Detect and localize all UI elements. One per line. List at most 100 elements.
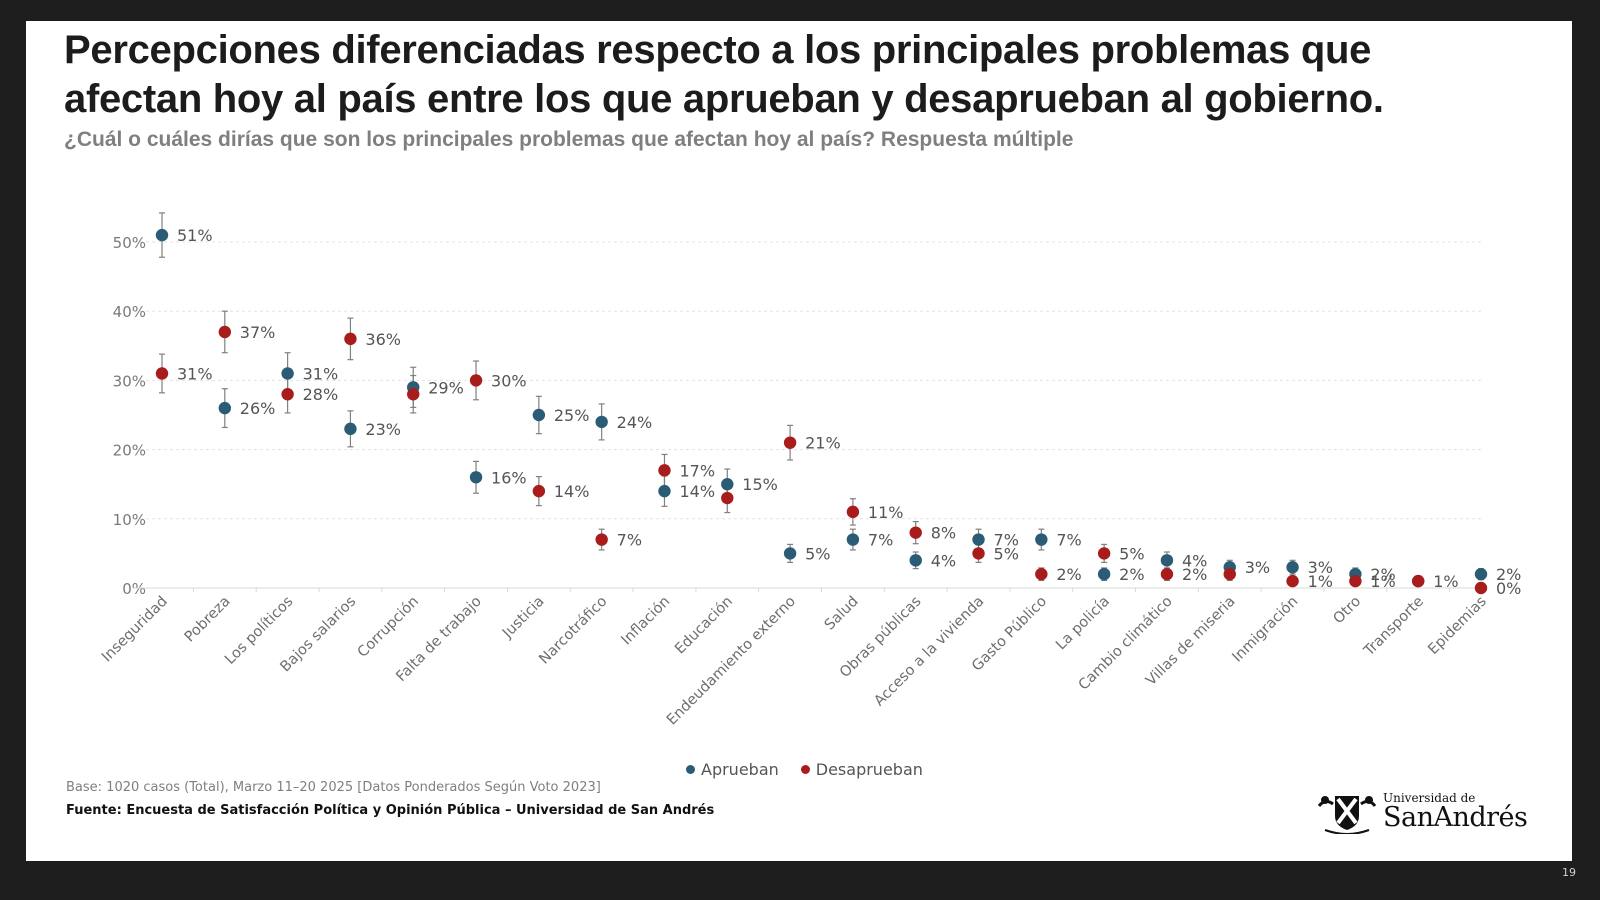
point-aprueban	[469, 471, 483, 484]
data-label-desaprueban: 36%	[365, 330, 401, 349]
x-tick-label: Justicia	[499, 594, 548, 643]
x-tick-label: Inseguridad	[99, 594, 171, 666]
data-label-aprueban: 15%	[742, 475, 778, 494]
data-label-aprueban: 7%	[868, 531, 893, 550]
data-label-desaprueban: 5%	[1119, 544, 1144, 563]
data-label-desaprueban: 37%	[240, 323, 276, 342]
point-desaprueban	[1286, 574, 1299, 588]
y-tick-label: 20%	[113, 442, 146, 460]
x-tick-label: Narcotráfico	[536, 593, 610, 667]
data-label-aprueban: 24%	[617, 413, 653, 432]
university-logo: Universidad de SanAndrés	[1315, 790, 1528, 834]
data-label-aprueban: 4%	[931, 551, 956, 570]
x-tick-label: Educación	[672, 594, 736, 658]
x-tick-label: Epidemias	[1425, 594, 1489, 658]
point-aprueban	[155, 228, 169, 242]
x-tick-label: Salud	[822, 594, 862, 634]
data-label-desaprueban: 1%	[1433, 572, 1458, 591]
data-label-aprueban: 14%	[679, 482, 715, 501]
data-label-aprueban: 25%	[554, 406, 590, 425]
x-tick-label: Transporte	[1361, 593, 1427, 659]
data-label-desaprueban: 0%	[1496, 579, 1521, 598]
data-label-desaprueban: 1%	[1370, 572, 1395, 591]
data-label-desaprueban: 5%	[994, 544, 1019, 563]
data-label-desaprueban: 1%	[1308, 572, 1333, 591]
base-note: Base: 1020 casos (Total), Marzo 11–20 20…	[66, 780, 601, 795]
point-desaprueban	[155, 367, 169, 380]
point-desaprueban	[595, 533, 608, 546]
point-aprueban	[783, 547, 797, 560]
legend-item-aprueban[interactable]: Aprueban	[686, 760, 779, 779]
data-label-desaprueban: 2%	[1182, 565, 1207, 584]
point-desaprueban	[532, 484, 546, 498]
data-label-aprueban: 26%	[240, 399, 276, 418]
data-label-aprueban: 29%	[428, 378, 464, 397]
y-tick-label: 50%	[113, 234, 146, 252]
legend-marker-aprueban	[686, 765, 695, 774]
y-tick-label: 40%	[113, 303, 146, 321]
point-desaprueban	[1474, 581, 1488, 595]
logo-text-small: Universidad de	[1383, 791, 1476, 805]
point-desaprueban	[469, 374, 483, 387]
data-label-desaprueban: 30%	[491, 371, 527, 390]
data-label-desaprueban: 17%	[679, 461, 715, 480]
data-label-desaprueban: 11%	[868, 503, 904, 522]
x-tick-label: Otro	[1331, 593, 1365, 627]
point-desaprueban	[344, 332, 357, 346]
data-label-aprueban: 31%	[303, 364, 339, 383]
point-desaprueban	[1097, 547, 1111, 560]
data-label-aprueban: 16%	[491, 468, 527, 487]
point-aprueban	[532, 408, 546, 422]
point-aprueban	[1035, 533, 1048, 546]
page-number: 19	[1562, 866, 1576, 879]
data-label-aprueban: 7%	[1056, 531, 1081, 550]
point-desaprueban	[1035, 567, 1048, 581]
legend-label-desaprueban: Desaprueban	[815, 760, 923, 779]
data-label-desaprueban: 7%	[617, 531, 642, 550]
data-label-aprueban: 2%	[1119, 565, 1144, 584]
data-label-aprueban: 51%	[177, 226, 213, 245]
point-aprueban	[1097, 567, 1111, 581]
point-desaprueban	[972, 547, 985, 560]
point-desaprueban	[1223, 567, 1236, 581]
data-label-desaprueban: 2%	[1056, 565, 1081, 584]
x-tick-label: Endeudamiento externo	[664, 593, 799, 728]
x-tick-label: Corrupción	[355, 594, 422, 661]
y-tick-label: 10%	[113, 511, 146, 529]
x-tick-label: Inflación	[618, 594, 673, 649]
point-aprueban	[1474, 567, 1488, 581]
chart-legend: Aprueban Desaprueban	[686, 760, 923, 779]
data-label-desaprueban: 31%	[177, 364, 213, 383]
data-label-desaprueban: 28%	[303, 385, 339, 404]
point-desaprueban	[846, 505, 860, 519]
university-crest-icon	[1317, 796, 1377, 834]
error-bars	[159, 212, 1484, 589]
legend-marker-desaprueban	[800, 765, 810, 774]
point-desaprueban	[721, 491, 734, 505]
y-axis-ticks: 0% 10% 20% 30% 40% 50%	[113, 234, 146, 598]
point-aprueban	[281, 367, 294, 380]
point-desaprueban	[909, 526, 922, 539]
legend-item-desaprueban[interactable]: Desaprueban	[800, 760, 923, 779]
point-desaprueban	[218, 325, 232, 339]
data-label-aprueban: 3%	[1308, 558, 1333, 577]
x-axis	[132, 587, 1487, 592]
slide-subtitle: ¿Cuál o cuáles dirías que son los princi…	[64, 128, 1074, 151]
point-aprueban	[218, 401, 232, 415]
data-label-aprueban: 2%	[1370, 565, 1395, 584]
point-aprueban	[846, 533, 860, 546]
x-tick-label: Pobreza	[182, 594, 234, 646]
point-aprueban	[909, 554, 922, 567]
point-desaprueban	[407, 388, 420, 401]
data-label-desaprueban: 21%	[805, 434, 841, 453]
point-desaprueban	[658, 464, 671, 477]
gridlines	[134, 241, 1483, 520]
x-tick-label: Inmigración	[1229, 594, 1301, 666]
data-points	[155, 228, 1488, 595]
point-aprueban	[658, 484, 671, 498]
point-aprueban	[1286, 561, 1299, 574]
data-label-aprueban: 3%	[1245, 558, 1270, 577]
data-label-aprueban: 2%	[1496, 565, 1521, 584]
